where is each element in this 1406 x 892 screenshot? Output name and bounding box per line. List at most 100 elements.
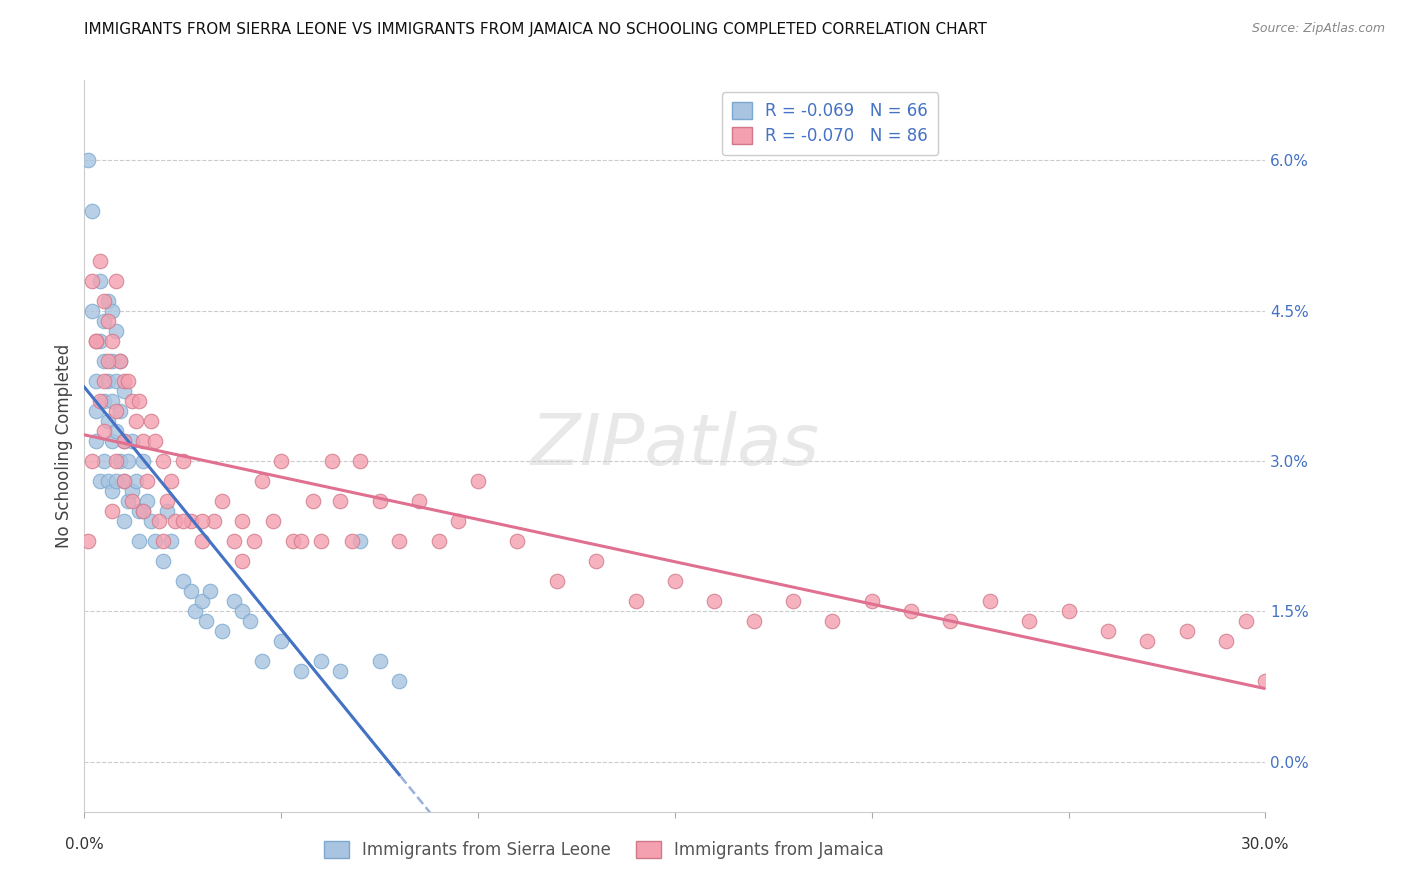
Point [104,474,127,488]
Point [222,534,245,549]
Point [97,354,120,368]
Point [97,414,120,428]
Point [368,655,391,669]
Point [152,534,174,549]
Point [368,494,391,508]
Point [239,615,262,629]
Point [97,374,120,388]
Text: IMMIGRANTS FROM SIERRA LEONE VS IMMIGRANTS FROM JAMAICA NO SCHOOLING COMPLETED C: IMMIGRANTS FROM SIERRA LEONE VS IMMIGRAN… [84,22,987,37]
Point [89,474,111,488]
Point [329,494,352,508]
Point [104,424,127,438]
Point [222,594,245,608]
Point [143,434,166,448]
Point [117,454,139,468]
Point [270,454,292,468]
Point [231,554,253,568]
Point [160,474,183,488]
Point [172,574,194,589]
Point [172,514,194,528]
Point [703,594,725,608]
Point [112,474,135,488]
Point [136,494,159,508]
Point [742,615,765,629]
Point [93,374,115,388]
Point [242,534,264,549]
Point [77,153,100,168]
Point [124,414,146,428]
Point [231,604,253,618]
Point [132,454,155,468]
Text: Source: ZipAtlas.com: Source: ZipAtlas.com [1251,22,1385,36]
Point [191,534,214,549]
Point [447,514,470,528]
Point [329,665,352,679]
Point [408,494,430,508]
Point [250,655,273,669]
Point [180,514,202,528]
Point [84,334,107,348]
Point [101,393,124,408]
Point [93,454,115,468]
Point [97,293,120,308]
Point [101,303,124,318]
Point [585,554,607,568]
Point [128,534,150,549]
Point [202,514,225,528]
Point [121,484,143,499]
Point [1175,624,1198,639]
Point [104,324,127,338]
Point [939,615,962,629]
Point [290,665,312,679]
Text: 30.0%: 30.0% [1241,837,1289,852]
Point [180,584,202,599]
Point [104,404,127,418]
Point [84,374,107,388]
Point [124,474,146,488]
Point [183,604,205,618]
Point [979,594,1001,608]
Point [191,594,214,608]
Point [84,404,107,418]
Point [112,374,135,388]
Point [1057,604,1080,618]
Text: ZIPatlas: ZIPatlas [530,411,820,481]
Point [93,393,115,408]
Point [467,474,489,488]
Point [108,454,131,468]
Point [121,393,143,408]
Point [89,253,111,268]
Point [82,454,104,468]
Point [136,474,159,488]
Point [163,514,186,528]
Point [93,354,115,368]
Point [93,424,115,438]
Point [250,474,273,488]
Point [108,404,131,418]
Point [112,434,135,448]
Point [340,534,363,549]
Point [89,393,111,408]
Point [900,604,922,618]
Point [156,494,179,508]
Point [860,594,883,608]
Point [262,514,284,528]
Point [121,434,143,448]
Point [152,454,174,468]
Point [624,594,647,608]
Point [427,534,450,549]
Point [156,504,179,518]
Point [148,514,170,528]
Point [211,494,233,508]
Point [388,534,411,549]
Point [132,504,155,518]
Point [89,274,111,288]
Point [1254,674,1277,689]
Point [349,454,371,468]
Legend: Immigrants from Sierra Leone, Immigrants from Jamaica: Immigrants from Sierra Leone, Immigrants… [318,834,891,865]
Point [101,334,124,348]
Point [821,615,844,629]
Point [141,414,163,428]
Point [506,534,529,549]
Y-axis label: No Schooling Completed: No Schooling Completed [55,344,73,548]
